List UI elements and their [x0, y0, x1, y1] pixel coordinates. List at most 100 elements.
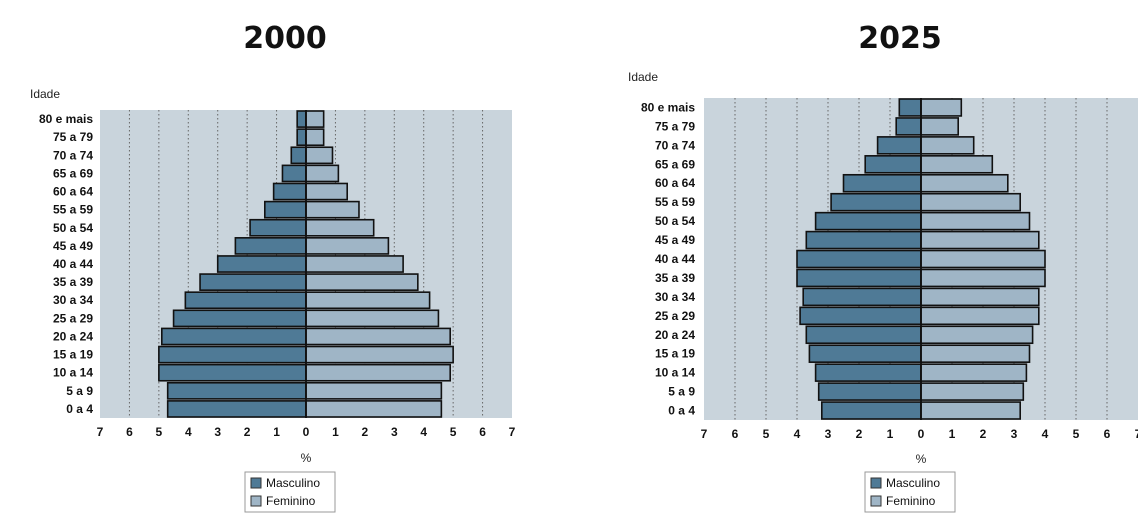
x-tick-label: 5 [763, 427, 770, 441]
age-group-label: 50 a 54 [655, 214, 695, 228]
bar-masculino-50-a-54 [249, 218, 307, 237]
bar-feminino-0-a-4 [920, 401, 1021, 420]
age-group-label: 80 e mais [39, 112, 93, 126]
bar-masculino-45-a-49 [234, 237, 307, 255]
bar-feminino-60-a-64 [305, 182, 349, 201]
x-tick-label: 5 [1073, 427, 1080, 441]
age-group-label: 65 a 69 [53, 166, 93, 180]
bar-feminino-65-a-69 [305, 164, 340, 183]
bar-masculino-15-a-19 [808, 344, 922, 363]
bar-feminino-60-a-64 [920, 173, 1009, 193]
legend-label-feminino: Feminino [886, 494, 936, 508]
x-tick-label: 4 [1042, 427, 1049, 441]
bar-masculino-75-a-79 [895, 117, 922, 136]
bar-masculino-55-a-59 [830, 192, 922, 212]
x-axis-title: % [301, 451, 312, 465]
bar-feminino-5-a-9 [920, 382, 1025, 401]
bar-masculino-45-a-49 [805, 230, 922, 250]
age-group-label: 20 a 24 [655, 328, 695, 342]
bar-feminino-50-a-54 [305, 218, 375, 237]
x-tick-label: 4 [420, 425, 427, 439]
age-group-label: 30 a 34 [655, 290, 695, 304]
age-group-label: 55 a 59 [655, 195, 695, 209]
bar-feminino-40-a-44 [920, 249, 1046, 269]
bar-masculino-5-a-9 [166, 381, 307, 400]
x-tick-label: 2 [244, 425, 251, 439]
bar-masculino-55-a-59 [263, 200, 307, 219]
age-group-label: 55 a 59 [53, 203, 93, 217]
bar-feminino-65-a-69 [920, 155, 994, 174]
legend-swatch-masculino [870, 477, 882, 489]
bar-masculino-40-a-44 [216, 255, 307, 273]
bar-feminino-30-a-34 [920, 287, 1040, 307]
x-tick-label: 1 [949, 427, 956, 441]
age-group-label: 45 a 49 [655, 233, 695, 247]
bar-feminino-5-a-9 [305, 381, 443, 400]
pyramid-chart-2000: 2000 Idade 0 a 4 5 a 9 10 a 14 15 a 19 20 a 24… [0, 0, 560, 525]
bar-masculino-75-a-79 [296, 128, 307, 147]
age-group-label: 30 a 34 [53, 293, 93, 307]
x-tick-label: 4 [794, 427, 801, 441]
bar-feminino-0-a-4 [305, 400, 443, 418]
bar-masculino-35-a-39 [796, 268, 922, 288]
bar-masculino-10-a-14 [158, 363, 307, 382]
bar-feminino-55-a-59 [920, 192, 1021, 212]
pyramid-chart-2000-svg: 2000 Idade 0 a 4 5 a 9 10 a 14 15 a 19 20 a 24… [30, 21, 516, 513]
x-tick-label: 2 [980, 427, 987, 441]
bar-masculino-25-a-29 [172, 309, 307, 328]
legend-label-masculino: Masculino [266, 476, 320, 490]
age-group-label: 0 a 4 [668, 404, 695, 418]
bar-feminino-25-a-29 [920, 306, 1040, 326]
bar-masculino-60-a-64 [272, 182, 307, 201]
bar-feminino-45-a-49 [920, 230, 1040, 250]
age-group-label: 75 a 79 [655, 119, 695, 133]
legend-swatch-masculino [250, 477, 262, 489]
bar-masculino-70-a-74 [876, 136, 922, 155]
age-group-label: 65 a 69 [655, 157, 695, 171]
chart-title-2000: 2000 [243, 21, 327, 56]
age-group-label: 0 a 4 [66, 402, 93, 416]
x-axis-title: % [916, 452, 927, 466]
bar-masculino-15-a-19 [158, 345, 307, 364]
bar-masculino-65-a-69 [864, 155, 922, 174]
bar-feminino-70-a-74 [305, 146, 334, 165]
legend-label-masculino: Masculino [886, 476, 940, 490]
y-axis-title: Idade [628, 70, 658, 84]
bar-feminino-40-a-44 [305, 255, 404, 273]
bar-masculino-70-a-74 [290, 146, 307, 165]
bar-feminino-35-a-39 [920, 268, 1046, 288]
bar-feminino-10-a-14 [305, 363, 451, 382]
x-tick-label: 1 [332, 425, 339, 439]
age-group-label: 60 a 64 [655, 176, 695, 190]
bar-feminino-25-a-29 [305, 309, 440, 328]
bar-masculino-30-a-34 [184, 291, 307, 310]
age-group-label: 60 a 64 [53, 185, 93, 199]
x-tick-label: 0 [918, 427, 925, 441]
x-tick-label: 0 [303, 425, 310, 439]
age-group-label: 5 a 9 [668, 385, 695, 399]
x-tick-label: 3 [391, 425, 398, 439]
x-tick-label: 6 [126, 425, 133, 439]
x-tick-label: 6 [479, 425, 486, 439]
bar-feminino-70-a-74 [920, 136, 975, 155]
x-tick-label: 7 [509, 425, 516, 439]
bar-feminino-30-a-34 [305, 291, 431, 310]
bar-masculino-20-a-24 [805, 325, 922, 345]
bar-masculino-35-a-39 [199, 273, 307, 291]
age-group-label: 15 a 19 [655, 347, 695, 361]
bar-masculino-50-a-54 [814, 211, 922, 231]
chart-title-2025: 2025 [858, 21, 942, 56]
age-group-label: 15 a 19 [53, 348, 93, 362]
bar-feminino-80-e-mais [920, 98, 963, 117]
x-tick-label: 3 [214, 425, 221, 439]
x-tick-label: 3 [825, 427, 832, 441]
x-tick-label: 3 [1011, 427, 1018, 441]
age-group-label: 10 a 14 [655, 366, 695, 380]
bar-masculino-40-a-44 [796, 249, 922, 269]
bar-masculino-65-a-69 [281, 164, 307, 183]
age-group-label: 40 a 44 [53, 257, 93, 271]
x-tick-label: 2 [856, 427, 863, 441]
bar-masculino-80-e-mais [296, 110, 307, 128]
